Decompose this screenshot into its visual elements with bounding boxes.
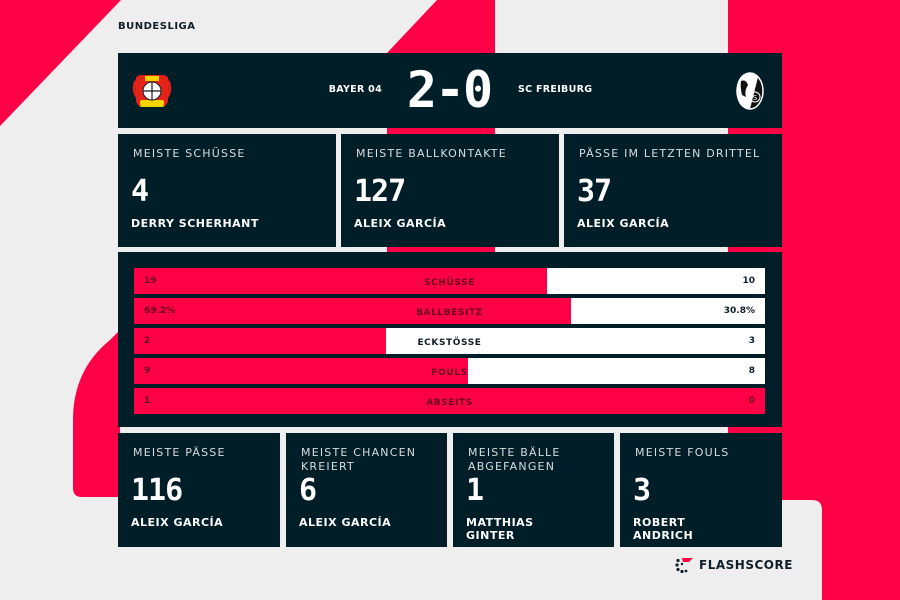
stat-card-final-third-passes: PÄSSE IM LETZTEN DRITTEL 37 ALEIX GARCÍA xyxy=(564,134,782,247)
away-team-name: SC FREIBURG xyxy=(518,84,593,95)
home-bar xyxy=(134,268,548,294)
stat-row-corners: 2 ECKSTÖSSE 3 xyxy=(134,328,765,354)
home-value: 69.2% xyxy=(144,306,176,316)
stat-row-possession: 69.2% BALLBESITZ 30.8% xyxy=(134,298,765,324)
card-player: ALEIX GARCÍA xyxy=(299,516,392,529)
card-player: ALEIX GARCÍA xyxy=(354,217,447,230)
home-value: 9 xyxy=(144,366,151,376)
match-score: 2-0 xyxy=(406,61,493,119)
stat-name: ABSEITS xyxy=(426,398,473,408)
card-value: 116 xyxy=(131,473,183,508)
card-label: MEISTE CHANCEN KREIERT xyxy=(301,446,417,473)
away-value: 8 xyxy=(748,366,755,376)
card-player: ALEIX GARCÍA xyxy=(131,516,224,529)
card-label: PÄSSE IM LETZTEN DRITTEL xyxy=(579,147,761,160)
home-value: 1 xyxy=(144,396,151,406)
card-label: MEISTE SCHÜSSE xyxy=(133,147,246,160)
stat-card-most-touches: MEISTE BALLKONTAKTE 127 ALEIX GARCÍA xyxy=(341,134,559,247)
card-player: MATTHIAS GINTER xyxy=(466,516,534,542)
stat-row-offsides: 1 ABSEITS 0 xyxy=(134,388,765,414)
bayer-leverkusen-crest-icon xyxy=(132,75,172,107)
home-value: 2 xyxy=(144,336,151,346)
card-value: 37 xyxy=(577,174,612,209)
card-value: 1 xyxy=(466,473,484,508)
card-value: 3 xyxy=(633,473,651,508)
match-header: BAYER 04 2-0 SC FREIBURG S xyxy=(118,53,782,128)
flashscore-brand: FLASHSCORE xyxy=(673,555,793,575)
card-label: MEISTE FOULS xyxy=(635,446,730,459)
home-bar xyxy=(134,328,387,354)
away-value: 30.8% xyxy=(723,306,755,316)
card-player: ROBERT ANDRICH xyxy=(633,516,694,542)
league-title: BUNDESLIGA xyxy=(118,21,196,32)
card-value: 127 xyxy=(354,174,406,209)
card-label: MEISTE PÄSSE xyxy=(133,446,226,459)
home-value: 19 xyxy=(144,276,157,286)
stat-card-most-fouls: MEISTE FOULS 3 ROBERT ANDRICH xyxy=(620,433,782,547)
card-player: ALEIX GARCÍA xyxy=(577,217,670,230)
stat-name: SCHÜSSE xyxy=(424,278,475,288)
flashscore-logo-icon xyxy=(675,558,693,574)
stat-card-interceptions: MEISTE BÄLLE ABGEFANGEN 1 MATTHIAS GINTE… xyxy=(453,433,614,547)
stat-card-chances-created: MEISTE CHANCEN KREIERT 6 ALEIX GARCÍA xyxy=(286,433,447,547)
away-value: 10 xyxy=(742,276,755,286)
home-bar xyxy=(134,358,468,384)
team-stats-panel: 19 SCHÜSSE 10 69.2% BALLBESITZ 30.8% 2 E… xyxy=(118,252,782,427)
home-team-name: BAYER 04 xyxy=(328,84,382,95)
stat-row-shots: 19 SCHÜSSE 10 xyxy=(134,268,765,294)
home-bar xyxy=(134,388,765,414)
away-value: 3 xyxy=(748,336,755,346)
brand-name: FLASHSCORE xyxy=(699,558,793,572)
home-bar xyxy=(134,298,571,324)
stat-name: FOULS xyxy=(431,368,468,378)
card-value: 4 xyxy=(131,174,149,209)
stat-name: ECKSTÖSSE xyxy=(417,338,482,348)
stat-name: BALLBESITZ xyxy=(416,308,483,318)
card-player: DERRY SCHERHANT xyxy=(131,217,259,230)
stat-card-most-shots: MEISTE SCHÜSSE 4 DERRY SCHERHANT xyxy=(118,134,336,247)
card-value: 6 xyxy=(299,473,317,508)
stat-card-most-passes: MEISTE PÄSSE 116 ALEIX GARCÍA xyxy=(118,433,280,547)
stat-row-fouls: 9 FOULS 8 xyxy=(134,358,765,384)
card-label: MEISTE BALLKONTAKTE xyxy=(356,147,507,160)
svg-text:S: S xyxy=(753,94,758,102)
away-value: 0 xyxy=(748,396,755,406)
card-label: MEISTE BÄLLE ABGEFANGEN xyxy=(468,446,561,473)
sc-freiburg-crest-icon: S xyxy=(736,72,764,110)
